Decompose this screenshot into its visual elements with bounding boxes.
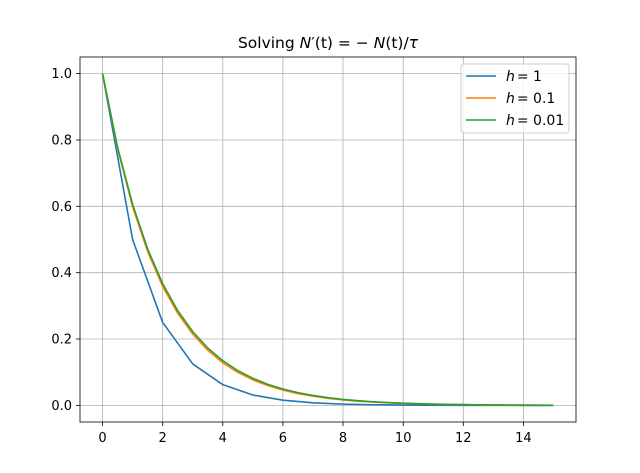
series-line-h0-01 bbox=[101, 73, 554, 407]
x-tick-label: 12 bbox=[455, 431, 472, 446]
x-tick-label: 4 bbox=[219, 431, 227, 446]
legend-label-h0-1: h = 0.1 bbox=[506, 91, 555, 107]
legend-label-h0-01: h = 0.01 bbox=[506, 113, 564, 129]
x-tick-label: 14 bbox=[515, 431, 532, 446]
y-tick-label: 0.8 bbox=[51, 134, 72, 149]
plot-frame bbox=[79, 56, 577, 423]
y-tick-label: 1.0 bbox=[51, 67, 72, 82]
legend-label-h1: h = 1 bbox=[506, 69, 542, 85]
x-tick-label: 2 bbox=[159, 431, 167, 446]
chart-title: Solving N′(t) = − N(t)/τ bbox=[238, 34, 419, 52]
legend-box bbox=[460, 63, 570, 134]
x-tick-label: 10 bbox=[395, 431, 412, 446]
y-tick-label: 0.4 bbox=[51, 266, 72, 281]
series-lines bbox=[101, 73, 554, 407]
y-tick-label: 0.0 bbox=[51, 399, 72, 414]
axis-ticks: 0 2 4 6 8 10 12 14 0.0 0.2 0.4 0.6 0.8 1.0 bbox=[51, 67, 531, 446]
legend: h = 1 h = 0.1 h = 0.01 bbox=[460, 63, 570, 134]
x-tick-label: 6 bbox=[279, 431, 287, 446]
x-tick-label: 0 bbox=[98, 431, 106, 446]
y-tick-label: 0.2 bbox=[51, 333, 72, 348]
x-tick-label: 8 bbox=[339, 431, 347, 446]
y-tick-label: 0.6 bbox=[51, 200, 72, 215]
